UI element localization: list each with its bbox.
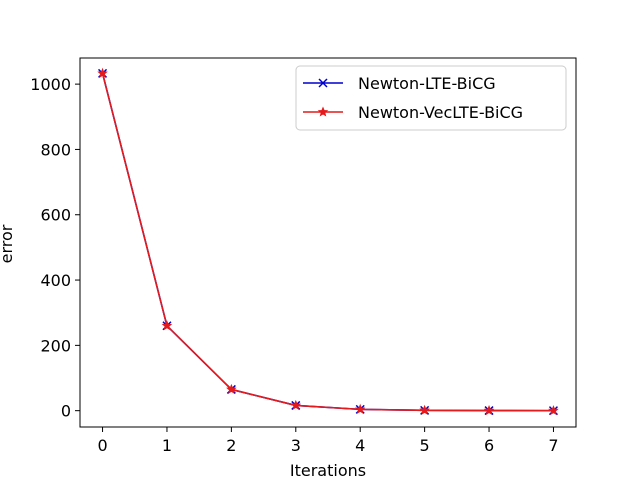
x-tick-label: 0	[97, 436, 107, 455]
legend-item-1: Newton-LTE-BiCG	[303, 74, 496, 93]
legend-marker	[317, 106, 329, 117]
y-tick-label: 1000	[30, 75, 71, 94]
y-tick-label: 200	[40, 336, 71, 355]
legend-label: Newton-VecLTE-BiCG	[358, 103, 523, 122]
x-tick-label: 1	[162, 436, 172, 455]
x-tick-label: 7	[548, 436, 558, 455]
x-tick-label: 6	[484, 436, 494, 455]
y-tick-label: 400	[40, 271, 71, 290]
data-point	[548, 405, 559, 416]
plot-area	[79, 57, 577, 428]
legend-box	[295, 65, 567, 131]
x-tick-label: 3	[291, 436, 301, 455]
y-axis: 0 200 400 600 800 1000	[30, 75, 80, 421]
series-layer	[97, 67, 559, 416]
legend-item-2: Newton-VecLTE-BiCG	[303, 103, 523, 122]
plot-frame	[79, 57, 577, 428]
x-axis-title: Iterations	[290, 461, 366, 480]
x-tick-label: 5	[420, 436, 430, 455]
data-point	[290, 399, 302, 410]
legend-marker	[318, 78, 328, 88]
y-tick-label: 600	[40, 206, 71, 225]
x-tick-label: 4	[355, 436, 365, 455]
data-point	[161, 320, 173, 331]
series-line	[101, 73, 554, 412]
data-point	[483, 405, 495, 416]
data-point	[97, 67, 108, 78]
data-point	[419, 404, 430, 415]
legend: Newton-LTE-BiCG Newton-VecLTE-BiCG	[295, 65, 567, 131]
y-tick-label: 800	[40, 140, 71, 159]
data-point	[354, 403, 366, 414]
y-axis-title: error	[0, 224, 16, 263]
series-2	[97, 67, 559, 416]
x-tick-label: 2	[226, 436, 236, 455]
y-tick-label: 0	[61, 402, 71, 421]
x-marker-stroke	[318, 78, 328, 88]
x-axis: 0 1 2 3 4 5 6 7	[97, 427, 559, 455]
data-point	[226, 383, 237, 394]
legend-label: Newton-LTE-BiCG	[358, 74, 496, 93]
